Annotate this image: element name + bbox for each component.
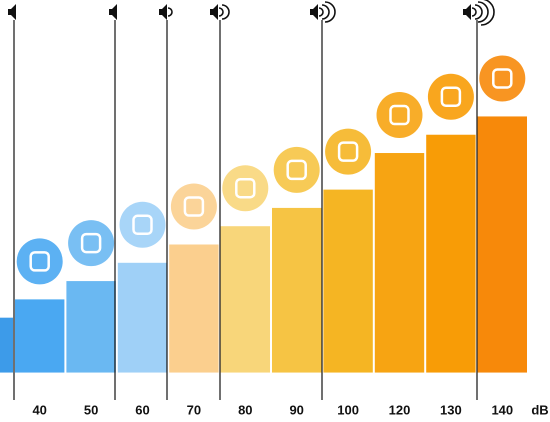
x-tick-label: 140 — [491, 402, 513, 417]
icon-glyph — [389, 104, 410, 126]
speaker-wave — [318, 7, 324, 17]
icon-circle — [68, 220, 115, 267]
bar — [220, 226, 270, 373]
speaker-wave — [477, 1, 489, 23]
bar — [374, 153, 425, 373]
speaker-wave — [474, 4, 483, 20]
x-tick-label: 80 — [238, 402, 252, 417]
bar — [169, 244, 219, 373]
speaker-body — [159, 4, 167, 20]
bar — [477, 116, 527, 373]
speaker-icon — [159, 4, 173, 20]
speaker-icon — [310, 1, 336, 23]
speaker-icon — [210, 4, 230, 20]
x-axis-label: dB — [531, 402, 548, 417]
bar — [272, 207, 322, 373]
speaker-body — [310, 4, 318, 20]
icon-glyph — [235, 177, 256, 199]
icon-circle — [273, 146, 320, 193]
x-tick-label: 40 — [32, 402, 46, 417]
icon-glyph — [132, 214, 153, 236]
speaker-body — [463, 4, 471, 20]
speaker-wave — [218, 7, 224, 17]
bar — [426, 134, 476, 373]
speaker-wave — [221, 4, 230, 20]
icon-circle — [170, 183, 217, 230]
icon-circle — [376, 92, 423, 139]
icon-circle — [222, 165, 269, 212]
speaker-icon — [8, 4, 16, 20]
icon-glyph — [183, 196, 205, 217]
icon-glyph — [440, 86, 462, 107]
x-tick-label: 60 — [135, 402, 149, 417]
bar — [66, 281, 116, 373]
icon-glyph — [492, 68, 513, 89]
icon-glyph — [286, 159, 307, 181]
x-tick-label: 130 — [440, 402, 462, 417]
speaker-wave — [321, 4, 330, 20]
x-tick-label: 100 — [337, 402, 359, 417]
icon-circle — [119, 201, 166, 248]
speaker-wave — [471, 7, 477, 17]
speaker-body — [210, 4, 218, 20]
icon-circle — [16, 238, 63, 285]
icon-glyph — [337, 141, 359, 162]
icon-glyph — [80, 232, 102, 254]
bar — [323, 189, 373, 373]
speaker-body — [109, 4, 117, 20]
x-tick-label: 70 — [187, 402, 201, 417]
x-tick-label: 90 — [289, 402, 303, 417]
icon-glyph — [29, 251, 50, 272]
speaker-wave — [324, 1, 336, 23]
bar — [117, 262, 168, 373]
icon-circle — [479, 55, 526, 102]
speaker-icon — [463, 0, 495, 26]
speaker-wave — [167, 7, 173, 17]
speaker-wave — [480, 0, 495, 26]
bar — [15, 299, 65, 373]
x-tick-label: 50 — [84, 402, 98, 417]
speaker-body — [8, 4, 16, 20]
bar — [0, 317, 13, 373]
x-tick-label: 120 — [389, 402, 411, 417]
speaker-icon — [109, 4, 117, 20]
icon-circle — [427, 73, 474, 120]
icon-circle — [325, 128, 372, 175]
